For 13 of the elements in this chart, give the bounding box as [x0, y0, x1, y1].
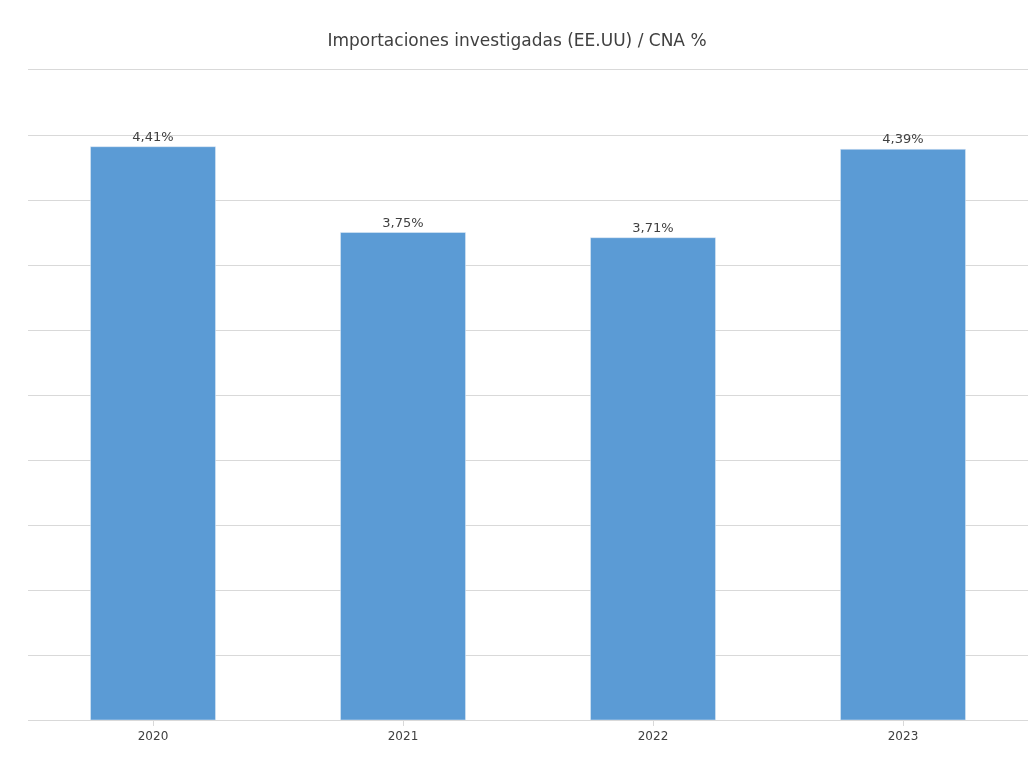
bar: [340, 232, 466, 720]
bar: [590, 237, 716, 720]
bar: [90, 146, 216, 720]
x-tick-label: 2020: [137, 729, 169, 744]
x-tick-label: 2023: [887, 729, 919, 744]
data-label: 4,41%: [132, 128, 174, 144]
x-tick-label: 2021: [387, 729, 419, 744]
data-label: 3,71%: [632, 219, 674, 235]
data-label: 3,75%: [382, 214, 424, 230]
data-label: 4,39%: [882, 131, 924, 147]
x-tick-label: 2022: [637, 729, 669, 744]
chart-title: Importaciones investigadas (EE.UU) / CNA %: [327, 30, 707, 51]
bar: [840, 149, 966, 720]
